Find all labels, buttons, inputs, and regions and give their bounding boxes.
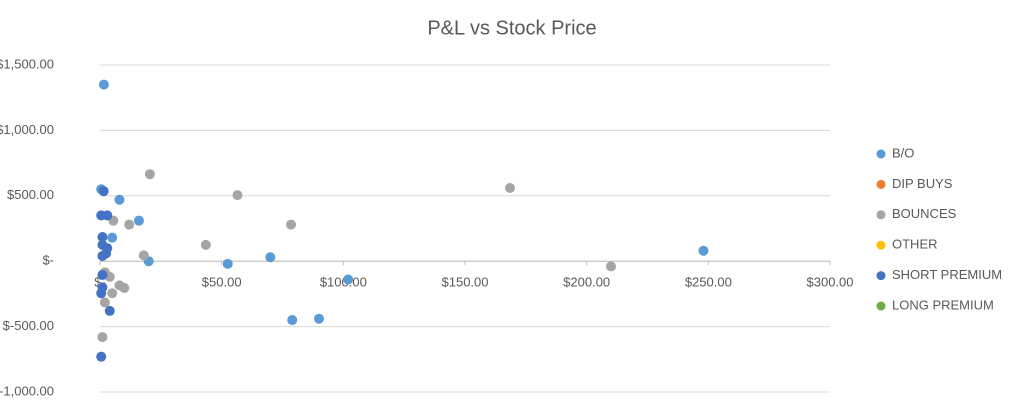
scatter-point bbox=[97, 250, 108, 261]
scatter-point bbox=[98, 79, 109, 90]
y-tick-label: $500.00 bbox=[7, 187, 54, 202]
legend-marker bbox=[876, 301, 886, 311]
y-tick-label: $- bbox=[42, 253, 54, 268]
scatter-point bbox=[107, 232, 118, 243]
scatter-point bbox=[287, 315, 298, 326]
scatter-point bbox=[97, 269, 108, 280]
legend-marker bbox=[876, 240, 886, 250]
scatter-point bbox=[107, 288, 118, 299]
y-tick-label: $-500.00 bbox=[3, 318, 54, 333]
scatter-point bbox=[265, 252, 276, 263]
scatter-point bbox=[98, 186, 109, 197]
scatter-point bbox=[114, 194, 125, 205]
scatter-point bbox=[314, 313, 324, 324]
legend-marker bbox=[876, 149, 886, 159]
scatter-point bbox=[124, 219, 135, 230]
scatter-point bbox=[232, 190, 243, 201]
legend-label: DIP BUYS bbox=[892, 176, 953, 191]
scatter-point bbox=[286, 219, 297, 230]
scatter-point bbox=[119, 283, 130, 294]
x-tick-label: $300.00 bbox=[807, 275, 854, 290]
scatter-point bbox=[133, 215, 144, 226]
x-tick-label: $50.00 bbox=[202, 275, 242, 290]
legend-label: LONG PREMIUM bbox=[892, 297, 994, 312]
y-tick-label: $1,500.00 bbox=[0, 56, 54, 71]
x-tick-label: $150.00 bbox=[442, 275, 489, 290]
y-tick-label: $1,000.00 bbox=[0, 122, 54, 137]
legend-marker bbox=[876, 271, 886, 281]
legend-label: BOUNCES bbox=[892, 206, 957, 221]
scatter-point bbox=[96, 288, 107, 299]
scatter-point bbox=[343, 274, 354, 285]
legend-marker bbox=[876, 210, 886, 220]
scatter-point bbox=[97, 232, 108, 243]
legend-label: B/O bbox=[892, 145, 914, 160]
scatter-point bbox=[606, 261, 616, 272]
x-tick-label: $250.00 bbox=[685, 275, 732, 290]
x-tick-label: $- bbox=[94, 275, 106, 290]
scatter-point bbox=[222, 258, 233, 269]
legend-label: OTHER bbox=[892, 237, 938, 252]
scatter-point bbox=[200, 239, 211, 250]
scatter-point bbox=[96, 351, 107, 362]
legend-label: SHORT PREMIUM bbox=[892, 267, 1002, 282]
y-tick-label: $-1,000.00 bbox=[0, 383, 54, 398]
scatter-point bbox=[102, 210, 113, 221]
scatter-point bbox=[698, 245, 709, 256]
scatter-point bbox=[138, 250, 149, 261]
scatter-point bbox=[104, 305, 115, 316]
scatter-point bbox=[97, 332, 108, 343]
scatter-point bbox=[505, 182, 516, 193]
scatter-point bbox=[99, 297, 110, 308]
legend-marker bbox=[876, 179, 886, 189]
x-tick-label: $100.00 bbox=[320, 275, 367, 290]
chart-title: P&L vs Stock Price bbox=[427, 17, 596, 39]
x-tick-label: $200.00 bbox=[563, 275, 610, 290]
scatter-point bbox=[144, 169, 155, 180]
